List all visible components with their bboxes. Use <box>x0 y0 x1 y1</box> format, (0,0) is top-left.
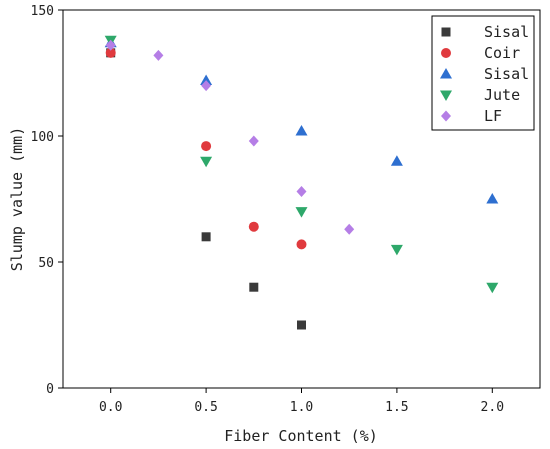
data-point <box>344 223 355 235</box>
legend-marker <box>440 68 452 79</box>
data-point <box>153 49 164 61</box>
data-point <box>248 221 259 232</box>
data-point <box>200 74 213 86</box>
data-point <box>105 39 116 51</box>
data-point <box>390 244 403 256</box>
data-point <box>486 282 499 294</box>
legend-label: LF <box>484 107 502 125</box>
x-tick-label: 2.0 <box>481 400 504 415</box>
y-axis: 0 50 100 150 <box>31 4 63 397</box>
legend-label: Jute <box>484 86 520 104</box>
legend-marker <box>441 27 451 37</box>
x-tick-label: 0.5 <box>194 400 217 415</box>
legend-marker <box>441 48 451 58</box>
y-tick-label: 150 <box>31 4 54 19</box>
data-point <box>295 207 308 218</box>
x-axis: 0.0 0.5 1.0 1.5 2.0 <box>99 388 504 415</box>
x-tick-label: 0.0 <box>99 400 122 415</box>
y-axis-title: Slump value (mm) <box>8 127 26 272</box>
data-point <box>201 80 212 92</box>
data-point <box>201 141 212 152</box>
data-point <box>200 156 213 168</box>
data-point <box>296 239 307 250</box>
data-point <box>390 155 403 166</box>
data-point <box>295 124 308 136</box>
data-point <box>249 282 259 292</box>
legend-marker <box>441 110 451 122</box>
legend-label: Sisal <box>484 65 529 83</box>
legend-marker <box>440 90 452 101</box>
data-point <box>296 185 307 197</box>
x-tick-label: 1.5 <box>385 400 408 415</box>
x-axis-title: Fiber Content (%) <box>224 427 378 445</box>
data-point <box>297 320 306 330</box>
y-tick-label: 0 <box>46 382 54 397</box>
data-point <box>201 232 211 242</box>
legend-label: Sisal <box>484 23 529 41</box>
legend: Sisal Coir Sisal Jute LF <box>431 15 535 131</box>
data-points <box>104 35 499 330</box>
y-tick-label: 50 <box>38 256 54 271</box>
data-point <box>486 193 499 204</box>
data-point <box>248 135 259 147</box>
y-tick-label: 100 <box>31 130 54 145</box>
x-tick-label: 1.0 <box>290 400 313 415</box>
data-point <box>105 47 116 58</box>
legend-label: Coir <box>484 44 520 62</box>
